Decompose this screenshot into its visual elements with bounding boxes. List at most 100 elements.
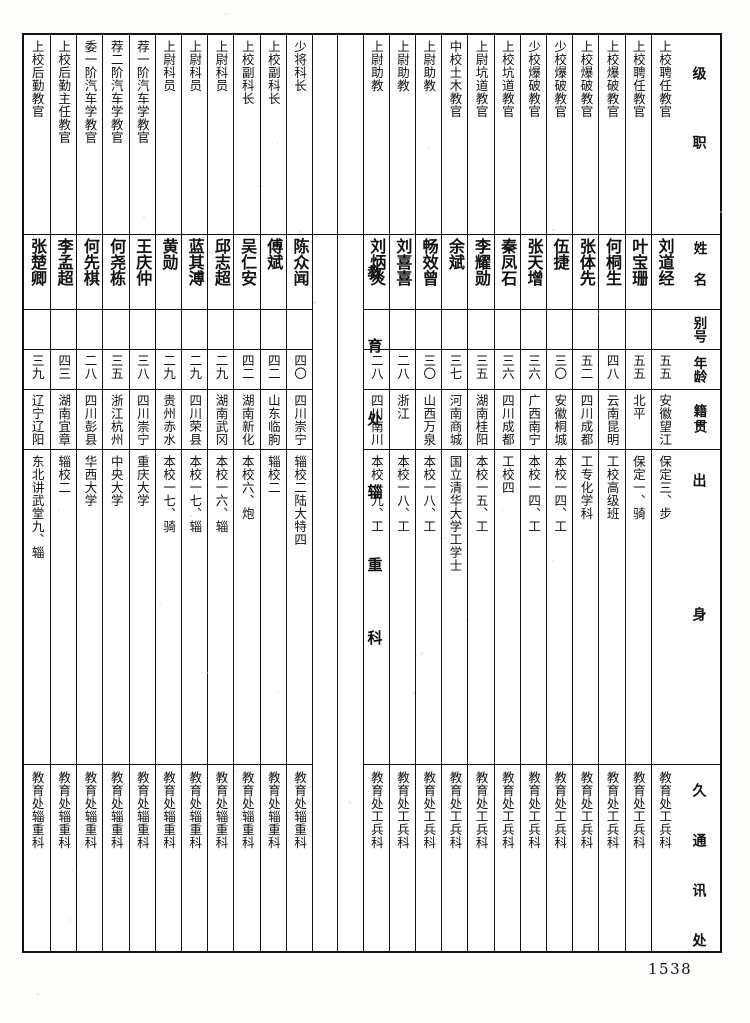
cell-age: 三七 (442, 350, 467, 390)
cell-text-address: 教育处工兵科 (501, 767, 514, 849)
cell-text-education: 本校一四、工 (553, 452, 566, 533)
cell-text-rank: 上校后勤教官 (30, 37, 43, 118)
table-column: 少校爆破教官 伍捷 三〇 安徽桐城 本校一四、工 教育处工兵科 (546, 35, 572, 951)
cell-text-education: 辎校二 (267, 452, 280, 494)
cell-text-origin: 四川荣县 (188, 392, 201, 446)
cell-text-rank: 上尉助教 (396, 37, 409, 92)
cell-text-rank: 荐一阶汽车学教官 (136, 37, 149, 144)
paper-speck (552, 229, 554, 231)
table-column: 上校副科长 傅斌 四二 山东临朐 辎校二 教育处辎重科 (260, 35, 286, 951)
cell-text-age: 三六 (527, 352, 540, 380)
cell-address: 教育处工兵科 (626, 765, 651, 951)
cell-text-origin: 广西南宁 (527, 392, 540, 446)
cell-text-rank: 上尉坑道教官 (474, 37, 487, 118)
table-column: 上尉助教 畅效曾 三〇 山西万泉 本校一八、工 教育处工兵科 (415, 35, 441, 951)
table-column: 上尉助教 刘炳炎 二八 四川南川 本校一九、工 教育处工兵科 (363, 35, 389, 951)
cell-text-address: 教育处辎重科 (57, 767, 70, 849)
table-column: 上校坑道教官 秦凤石 三六 四川成都 工校四 教育处工兵科 (494, 35, 520, 951)
cell-text-education: 本校一七、骑 (162, 452, 175, 533)
header-cell-alias: 别号 (677, 310, 720, 350)
cell-address: 教育处辎重科 (24, 765, 50, 951)
table-column: 上校聘任教官 叶宝珊 五五 北平 保定一、骑 教育处工兵科 (625, 35, 651, 951)
paper-speck (236, 770, 238, 772)
cell-address: 教育处辎重科 (130, 765, 155, 951)
cell-origin: 辽宁辽阳 (24, 390, 50, 450)
table-column: 荐一阶汽车学教官 王庆仲 三八 四川崇宁 重庆大学 教育处辎重科 (129, 35, 155, 951)
spacer-cell (313, 350, 337, 390)
cell-text-age: 二九 (214, 352, 227, 380)
cell-address: 教育处工兵科 (468, 765, 493, 951)
cell-text-address: 教育处工兵科 (658, 767, 671, 849)
table-column: 上尉科员 蓝其溥 二九 四川荣县 本校一七、辎 教育处辎重科 (181, 35, 207, 951)
cell-rank: 上校爆破教官 (599, 35, 624, 235)
paper-speck (143, 217, 145, 219)
cell-alias (521, 310, 546, 350)
cell-name: 张体先 (573, 235, 598, 310)
header-cell-origin: 籍贯 (677, 390, 720, 450)
cell-text-name: 吴仁安 (239, 237, 255, 286)
paper-speck (444, 537, 445, 538)
cell-text-address: 教育处工兵科 (527, 767, 540, 849)
spacer-cell (338, 450, 362, 765)
cell-text-education: 中央大学 (109, 452, 122, 507)
cell-rank: 上校爆破教官 (573, 35, 598, 235)
cell-text-age: 四三 (57, 352, 70, 380)
spacer-column-0 (337, 35, 362, 951)
cell-rank: 上校后勤教官 (24, 35, 50, 235)
cell-rank: 委一阶汽车学教官 (77, 35, 102, 235)
cell-age: 三九 (24, 350, 50, 390)
cell-text-education: 本校一九、工 (370, 452, 383, 533)
cell-text-address: 教育处辎重科 (267, 767, 280, 849)
cell-text-address: 教育处工兵科 (448, 767, 461, 849)
cell-origin: 四川成都 (495, 390, 520, 450)
spacer-cell (313, 235, 337, 310)
cell-text-education: 国立清华大学工学士 (448, 452, 461, 572)
header-cell-name: 姓名 (677, 235, 720, 310)
cell-text-rank: 上校爆破教官 (605, 37, 618, 118)
cell-education: 本校一七、骑 (156, 450, 181, 765)
cell-age: 五五 (626, 350, 651, 390)
cell-age: 三〇 (416, 350, 441, 390)
cell-rank: 荐一阶汽车学教官 (130, 35, 155, 235)
table-column: 上校爆破教官 张体先 五二 四川成都 工专化学科 教育处工兵科 (572, 35, 598, 951)
paper-speck (580, 981, 581, 982)
cell-origin: 湖南宜章 (51, 390, 76, 450)
cell-address: 教育处工兵科 (364, 765, 389, 951)
cell-education: 本校一九、工 (364, 450, 389, 765)
cell-name: 张天增 (521, 235, 546, 310)
spacer-cell (338, 350, 362, 390)
cell-age: 二九 (156, 350, 181, 390)
cell-education: 保定一、骑 (626, 450, 651, 765)
cell-text-address: 教育处辎重科 (136, 767, 149, 849)
cell-text-age: 五二 (579, 352, 592, 380)
cell-text-rank: 上尉科员 (162, 37, 175, 92)
cell-rank: 上校聘任教官 (652, 35, 677, 235)
table-column: 中校土木教官 余斌 三七 河南商城 国立清华大学工学士 教育处工兵科 (441, 35, 467, 951)
cell-text-address: 教育处辎重科 (30, 767, 43, 849)
cell-education: 本校一五、工 (468, 450, 493, 765)
cell-alias (442, 310, 467, 350)
cell-rank: 上尉坑道教官 (468, 35, 493, 235)
cell-name: 傅斌 (261, 235, 286, 310)
cell-text-origin: 北平 (632, 392, 645, 420)
cell-origin: 浙江杭州 (103, 390, 128, 450)
cell-text-origin: 安徽望江 (658, 392, 671, 446)
cell-education: 本校一四、工 (547, 450, 572, 765)
cell-alias (51, 310, 76, 350)
cell-text-address: 教育处工兵科 (370, 767, 383, 849)
spacer-cell (313, 310, 337, 350)
cell-origin: 四川崇宁 (287, 390, 312, 450)
cell-text-age: 三八 (136, 352, 149, 380)
cell-address: 教育处辎重科 (51, 765, 76, 951)
cell-text-age: 四八 (605, 352, 618, 380)
cell-text-address: 教育处辎重科 (109, 767, 122, 849)
cell-text-origin: 辽宁辽阳 (30, 392, 43, 446)
table-column: 少校爆破教官 张天增 三六 广西南宁 本校一四、工 教育处工兵科 (520, 35, 546, 951)
cell-text-age: 二九 (188, 352, 201, 380)
cell-text-address: 教育处工兵科 (474, 767, 487, 849)
cell-alias (390, 310, 415, 350)
spacer-cell (313, 35, 337, 235)
paper-speck (209, 252, 211, 254)
cell-text-rank: 上校爆破教官 (579, 37, 592, 118)
cell-text-education: 本校六、炮 (240, 452, 253, 520)
